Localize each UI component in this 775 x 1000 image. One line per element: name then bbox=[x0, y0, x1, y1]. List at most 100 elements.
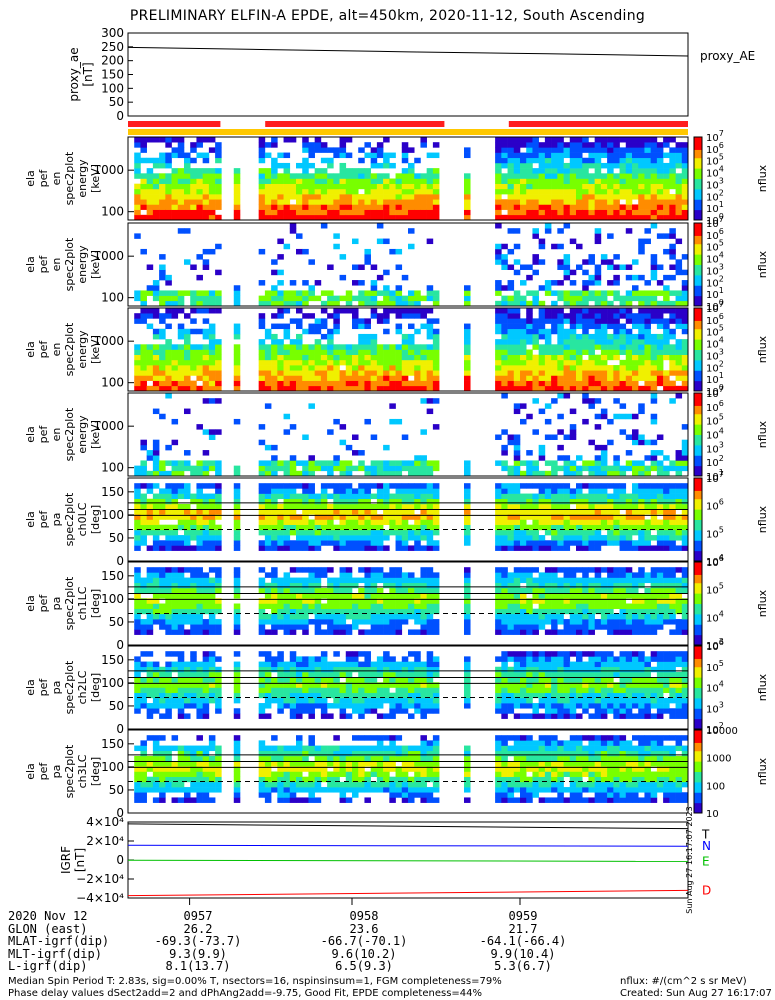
spec-3-cell bbox=[526, 323, 533, 330]
spec-3-cell bbox=[358, 318, 365, 324]
pa-0-cell bbox=[663, 488, 670, 494]
spec-2-cell bbox=[582, 280, 589, 286]
spec-3-cell bbox=[544, 375, 552, 381]
pa-0-cell bbox=[681, 519, 689, 525]
pa-1-cell bbox=[159, 613, 166, 620]
spec-1-cell bbox=[302, 188, 309, 195]
spec-1-cell bbox=[370, 157, 378, 164]
pa-1-cell bbox=[669, 572, 676, 578]
pa-0-cell bbox=[327, 540, 334, 546]
spec-3-cell bbox=[600, 313, 608, 319]
pa-0-cell bbox=[663, 535, 670, 541]
pa-1-cell bbox=[588, 567, 595, 573]
pa-0-cell bbox=[600, 488, 608, 494]
pa-0-cell bbox=[650, 514, 658, 520]
spec-3-cell bbox=[681, 313, 689, 319]
pa-0-cell bbox=[644, 540, 651, 546]
spec-3-cell bbox=[538, 313, 546, 319]
pa-1-cell bbox=[271, 613, 278, 620]
pa-0-cell bbox=[532, 524, 539, 531]
spec-1-cell bbox=[464, 183, 471, 190]
spec-4-cell bbox=[538, 455, 546, 461]
pa-0-cell bbox=[420, 529, 427, 536]
spec-4-cell bbox=[513, 434, 521, 440]
spec-4-cell bbox=[576, 470, 583, 477]
spec-1-cell bbox=[208, 194, 216, 200]
spec-4-cell bbox=[264, 444, 272, 451]
spec-4-cell bbox=[501, 465, 508, 472]
pa-1-cell bbox=[289, 608, 297, 615]
spec-4-cell bbox=[352, 465, 359, 472]
spec-1-cell bbox=[532, 168, 539, 174]
pa-1-cell bbox=[532, 629, 539, 635]
spec-3-cell bbox=[557, 385, 564, 392]
spec-3-cell bbox=[376, 359, 384, 366]
spec-4-cell bbox=[364, 418, 371, 425]
pa-0-cell bbox=[420, 493, 427, 500]
pa-0-cell bbox=[327, 519, 334, 525]
spec-1-cell bbox=[551, 157, 558, 164]
spec-3-cell bbox=[544, 385, 552, 392]
spec-3-cell bbox=[401, 365, 409, 371]
pa-0-cell bbox=[134, 498, 141, 505]
pa-0-cell bbox=[352, 493, 359, 500]
spec-1-cell bbox=[308, 178, 315, 184]
spec-4-ylabel: en bbox=[50, 428, 63, 442]
pa-0-cell bbox=[495, 483, 502, 489]
spec-3-cell bbox=[644, 333, 651, 340]
spec-2-cell bbox=[258, 280, 266, 286]
spec-3-cell bbox=[383, 308, 390, 314]
pa-0-cell bbox=[352, 524, 359, 531]
spec-1-colorbar-step bbox=[694, 205, 702, 209]
spec-2-tick-label: 100 bbox=[101, 291, 124, 305]
spec-1-cell bbox=[370, 204, 378, 210]
spec-1-cell bbox=[184, 194, 191, 200]
pa-0-cell bbox=[532, 540, 539, 546]
pa-0-cell bbox=[408, 488, 415, 494]
spec-2-cell bbox=[551, 300, 558, 307]
spec-2-cell bbox=[159, 300, 166, 307]
spec-4-cell bbox=[215, 398, 222, 404]
spec-2-cell bbox=[669, 290, 676, 296]
pa-0-cell bbox=[165, 535, 172, 541]
spec-1-cell bbox=[152, 162, 160, 169]
spec-3-cell bbox=[656, 349, 664, 355]
spec-4-colorbar-step bbox=[694, 451, 702, 454]
spec-3-cell bbox=[625, 380, 633, 387]
spec-2-cell bbox=[376, 300, 384, 307]
spec-3-cell bbox=[165, 308, 172, 314]
pa-1-cell bbox=[401, 619, 409, 625]
spec-1-cell bbox=[432, 178, 440, 184]
pa-0-cell bbox=[376, 514, 384, 520]
spec-2-colorbar-step bbox=[694, 258, 702, 261]
pa-1-cell bbox=[140, 587, 147, 594]
pa-1-cell bbox=[569, 567, 577, 573]
pa-0-cell bbox=[159, 498, 166, 505]
spec-1-cell bbox=[352, 178, 359, 184]
pa-0-cell bbox=[538, 519, 546, 525]
spec-2-cell bbox=[669, 254, 676, 260]
pa-0-cell bbox=[588, 493, 595, 500]
pa-1-cell bbox=[644, 593, 651, 599]
spec-2-cell bbox=[495, 290, 502, 296]
spec-2-cell bbox=[582, 259, 589, 265]
pa-0-cell bbox=[551, 483, 558, 489]
pa-1-cell bbox=[140, 577, 147, 584]
spec-1-cell bbox=[339, 183, 347, 190]
spec-1-cell bbox=[538, 194, 546, 200]
pa-0-cell bbox=[134, 519, 141, 525]
pa-1-cell bbox=[507, 603, 515, 609]
spec-3-cell bbox=[638, 349, 645, 355]
pa-0-cell bbox=[202, 498, 210, 505]
spec-3-cell bbox=[501, 359, 508, 366]
pa-0-cell bbox=[258, 514, 266, 520]
spec-3-cell bbox=[208, 344, 216, 350]
spec-4-cell bbox=[215, 429, 222, 435]
spec-4-cell bbox=[520, 418, 527, 425]
spec-1-cell bbox=[202, 194, 210, 200]
spec-4-cell bbox=[613, 465, 620, 472]
spec-3-cell bbox=[588, 333, 595, 340]
spec-1-cell bbox=[563, 152, 571, 159]
spec-1-cell bbox=[271, 173, 278, 179]
pa-1-cell bbox=[625, 619, 633, 625]
